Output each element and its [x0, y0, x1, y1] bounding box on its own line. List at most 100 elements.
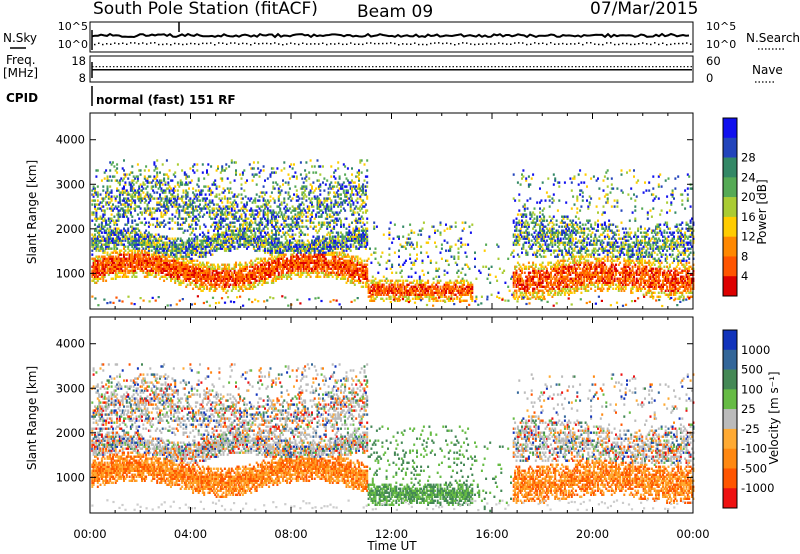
nsearch-point — [626, 43, 628, 45]
scatter-cell — [153, 197, 155, 199]
nsearch-point — [662, 43, 664, 45]
scatter-cell — [91, 203, 93, 205]
scatter-cell — [105, 220, 107, 222]
scatter-cell — [318, 222, 320, 224]
scatter-cell — [140, 169, 142, 171]
freq-nave-panel: Freq. [MHz] 18 8 60 0 Nave — [3, 53, 783, 85]
scatter-cell — [235, 169, 237, 171]
scatter-cell — [317, 159, 319, 161]
scatter-cell — [292, 230, 294, 232]
scatter-cell — [333, 226, 335, 228]
scatter-cell — [94, 187, 96, 189]
scatter-cell — [194, 260, 196, 262]
scatter-cell — [335, 177, 337, 179]
scatter-cell — [184, 230, 186, 232]
scatter-cell — [160, 211, 162, 213]
scatter-cell — [162, 197, 164, 199]
scatter-cell — [196, 163, 198, 165]
scatter-cell — [290, 163, 292, 165]
nsearch-point — [266, 43, 268, 45]
scatter-cell — [274, 256, 276, 258]
scatter-cell — [147, 185, 149, 187]
scatter-cell — [292, 167, 294, 169]
scatter-cell — [329, 213, 331, 215]
scatter-cell — [187, 230, 189, 232]
scatter-cell — [169, 218, 171, 220]
nsearch-point — [402, 43, 404, 45]
scatter-cell — [343, 181, 345, 183]
scatter-cell — [351, 173, 353, 175]
scatter-cell — [171, 213, 173, 215]
scatter-cell — [98, 224, 100, 226]
nsearch-point — [582, 44, 584, 46]
scatter-cell — [98, 256, 100, 258]
scatter-cell — [113, 216, 115, 218]
scatter-cell — [305, 195, 307, 197]
nsearch-point — [242, 43, 244, 45]
scatter-cell — [142, 191, 144, 193]
nsearch-point — [682, 43, 684, 45]
scatter-cell — [235, 216, 237, 218]
nsearch-point — [630, 44, 632, 46]
scatter-cell — [199, 199, 201, 201]
nsearch-point — [342, 44, 344, 46]
nsearch-point — [562, 43, 564, 45]
scatter-cell — [252, 262, 254, 264]
nsearch-point — [650, 44, 652, 46]
scatter-cell — [131, 220, 133, 222]
scatter-cell — [304, 169, 306, 171]
scatter-cell — [177, 181, 179, 183]
freq-label-line2: [MHz] — [3, 66, 38, 80]
nsearch-point — [406, 43, 408, 45]
scatter-cell — [314, 165, 316, 167]
scatter-cell — [299, 240, 301, 242]
scatter-cell — [107, 252, 109, 254]
nsearch-point — [306, 43, 308, 45]
scatter-cell — [228, 264, 230, 266]
nsearch-point — [350, 42, 352, 44]
scatter-cell — [101, 179, 103, 181]
scatter-cell — [152, 185, 154, 187]
scatter-cell — [174, 189, 176, 191]
scatter-cell — [120, 254, 122, 256]
scatter-cell — [159, 171, 161, 173]
nsearch-point — [482, 43, 484, 45]
scatter-cell — [212, 199, 214, 201]
scatter-cell — [142, 187, 144, 189]
noise-frame — [90, 22, 693, 52]
nsearch-point — [206, 43, 208, 45]
scatter-cell — [239, 173, 241, 175]
scatter-cell — [107, 185, 109, 187]
scatter-cell — [109, 175, 111, 177]
scatter-cell — [346, 218, 348, 220]
scatter-cell — [335, 258, 337, 260]
nsearch-point — [274, 42, 276, 44]
scatter-cell — [285, 254, 287, 256]
scatter-cell — [189, 167, 191, 169]
scatter-cell — [325, 183, 327, 185]
scatter-cell — [293, 193, 295, 195]
scatter-cell — [207, 262, 209, 264]
scatter-cell — [350, 203, 352, 205]
scatter-cell — [311, 185, 313, 187]
nsky-trace — [92, 34, 689, 37]
scatter-cell — [299, 197, 301, 199]
scatter-cell — [111, 195, 113, 197]
nsearch-point — [526, 44, 528, 46]
scatter-cell — [108, 179, 110, 181]
nsearch-point — [310, 43, 312, 45]
scatter-cell — [144, 175, 146, 177]
scatter-cell — [212, 191, 214, 193]
scatter-cell — [174, 222, 176, 224]
nsearch-point — [286, 43, 288, 45]
nsearch-point — [126, 44, 128, 46]
scatter-cell — [198, 220, 200, 222]
scatter-cell — [162, 183, 164, 185]
nsearch-point — [258, 43, 260, 45]
scatter-cell — [249, 163, 251, 165]
scatter-cell — [169, 222, 171, 224]
scatter-cell — [246, 201, 248, 203]
scatter-cell — [326, 179, 328, 181]
nsearch-point — [298, 44, 300, 46]
scatter-cell — [183, 258, 185, 260]
